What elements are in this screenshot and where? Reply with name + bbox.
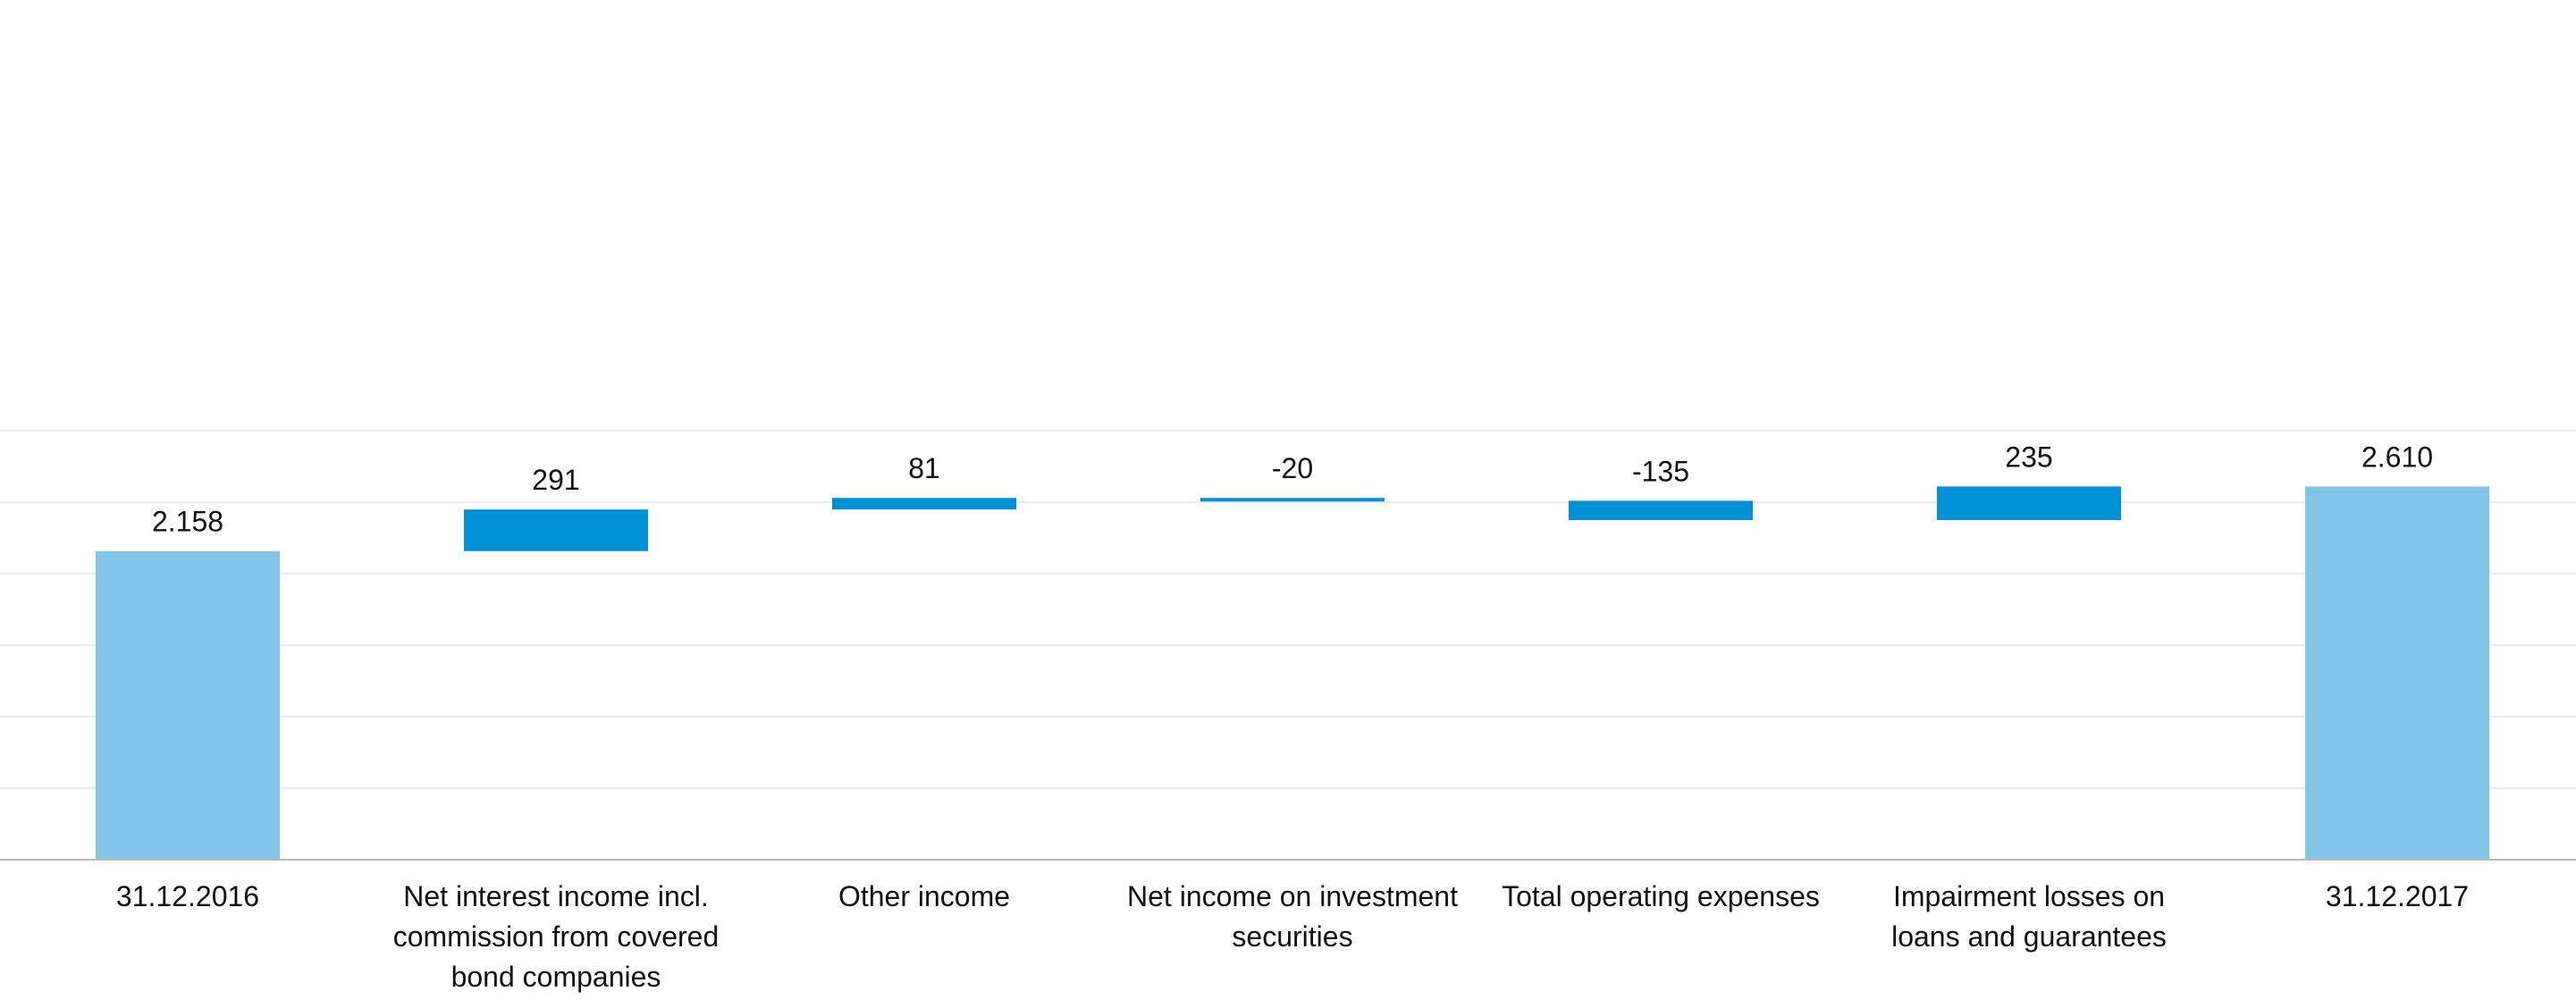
category-label: Net interest income incl. <box>403 880 708 912</box>
change-bar <box>1937 486 2121 520</box>
change-bar <box>832 498 1016 510</box>
data-label: 2.158 <box>152 506 223 538</box>
category-label: securities <box>1232 920 1352 953</box>
category-label: Other income <box>838 880 1010 912</box>
total-bar <box>2305 486 2489 860</box>
data-label: 81 <box>908 452 940 484</box>
data-label: -20 <box>1272 452 1313 484</box>
data-label: 291 <box>532 464 579 496</box>
category-label: commission from covered <box>393 920 720 953</box>
category-label: loans and guarantees <box>1891 920 2167 953</box>
total-bar <box>96 550 280 860</box>
category-label: Total operating expenses <box>1502 880 1820 912</box>
category-label: 31.12.2017 <box>2326 880 2469 912</box>
data-label: -135 <box>1632 455 1689 487</box>
change-bar <box>1569 500 1753 520</box>
change-bar <box>464 509 648 551</box>
category-label: Impairment losses on <box>1893 880 2165 912</box>
category-label: bond companies <box>451 961 661 993</box>
category-label: 31.12.2016 <box>116 880 259 912</box>
data-label: 2.610 <box>2361 441 2433 473</box>
data-label: 235 <box>2005 441 2052 473</box>
category-label: Net income on investment <box>1127 880 1458 912</box>
change-bar <box>1200 498 1385 502</box>
